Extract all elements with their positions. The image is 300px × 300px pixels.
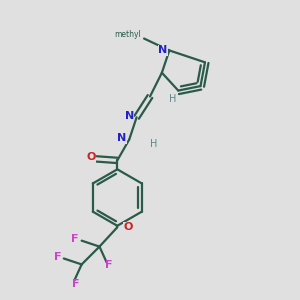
Text: O: O xyxy=(86,152,96,162)
Text: N: N xyxy=(158,45,167,56)
Text: methyl: methyl xyxy=(114,31,141,40)
Text: F: F xyxy=(54,252,62,262)
Text: N: N xyxy=(124,111,134,121)
Text: H: H xyxy=(169,94,177,104)
Text: F: F xyxy=(105,260,112,270)
Text: N: N xyxy=(117,133,126,143)
Text: H: H xyxy=(150,139,158,149)
Text: F: F xyxy=(72,279,80,289)
Text: F: F xyxy=(71,234,79,244)
Text: O: O xyxy=(124,222,133,232)
